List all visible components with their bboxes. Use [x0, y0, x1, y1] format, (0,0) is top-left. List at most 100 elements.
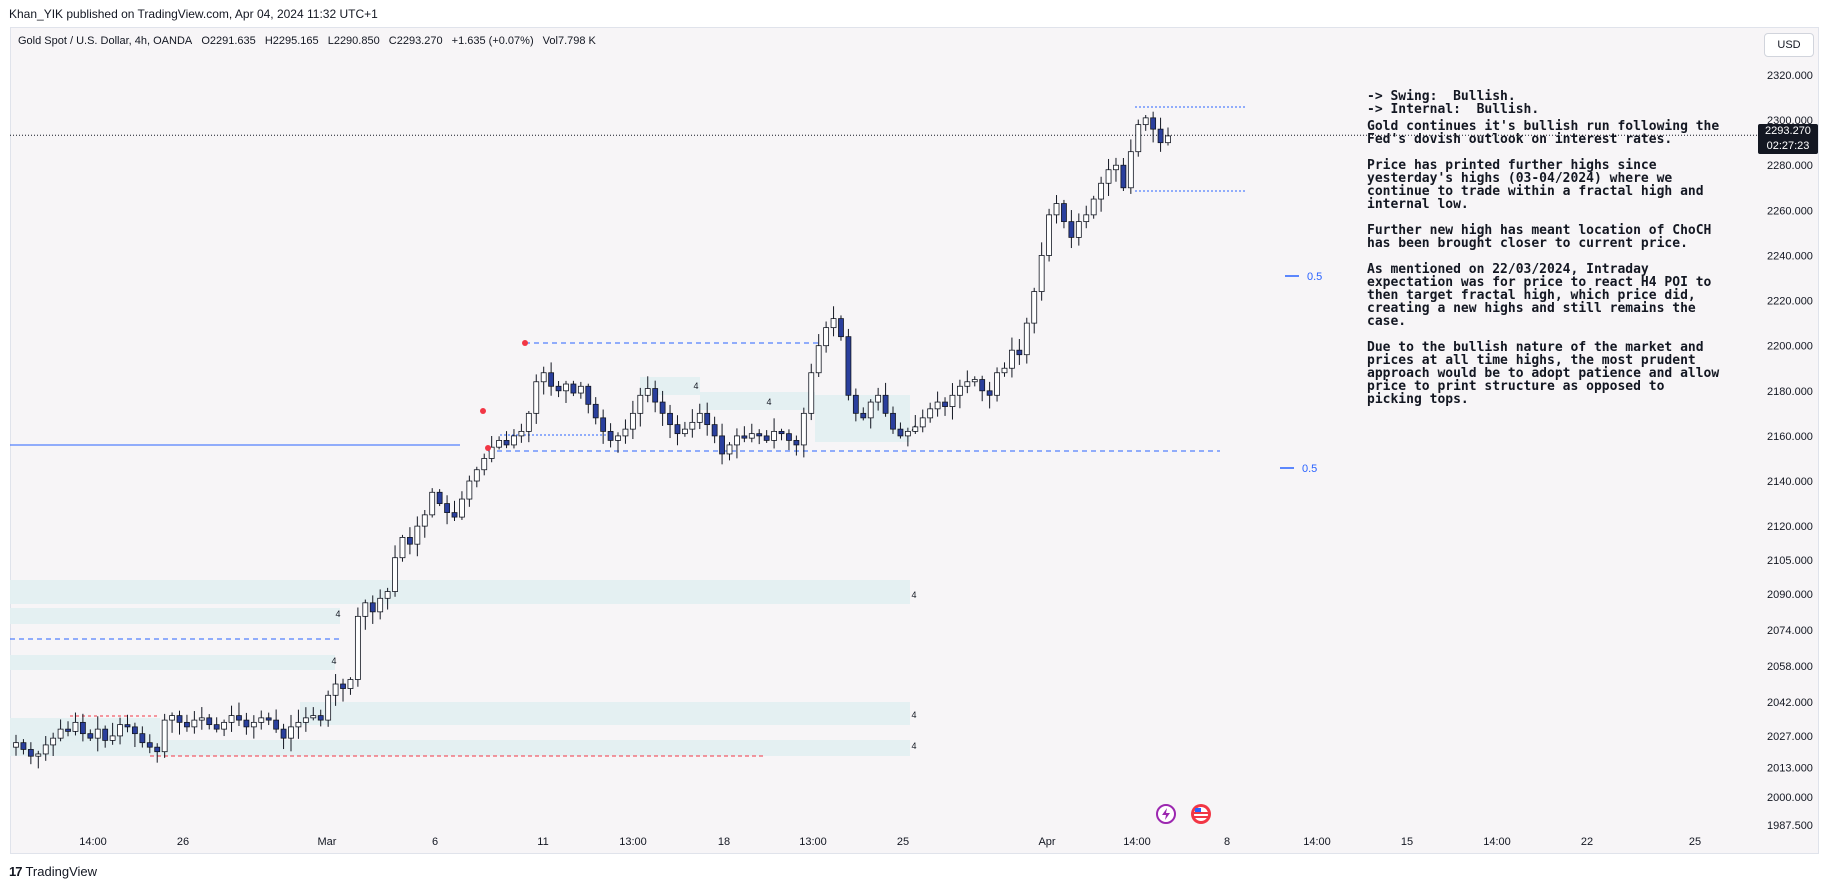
candle-body-50	[384, 591, 391, 599]
candle-body-31	[243, 719, 250, 728]
x-tick-3: 6	[432, 836, 438, 848]
candle-body-138	[1038, 255, 1045, 292]
candle-body-74	[563, 383, 569, 392]
y-tick-14: 2058.000	[1767, 661, 1813, 673]
candle-body-117	[882, 394, 889, 414]
candle-body-96	[726, 444, 733, 455]
candle-body-30	[236, 715, 242, 721]
candle-body-62	[473, 469, 480, 482]
candle-body-112	[845, 336, 852, 396]
candle-body-7	[65, 728, 71, 732]
y-tick-2: 2280.000	[1767, 160, 1813, 172]
candle-body-65	[496, 440, 502, 448]
candle-body-80	[607, 430, 614, 441]
candle-body-116	[875, 394, 882, 403]
candle-body-26	[206, 717, 213, 726]
candle-body-2	[27, 749, 34, 757]
x-tick-13: 15	[1401, 836, 1413, 848]
candle-body-148	[1113, 164, 1119, 171]
zone-label-6: 4	[766, 397, 771, 407]
candle-body-120	[904, 430, 911, 437]
legend-change: +1.635 (+0.07%)	[451, 35, 534, 47]
y-tick-4: 2240.000	[1767, 250, 1813, 262]
candle-body-111	[838, 318, 844, 338]
x-tick-5: 13:00	[619, 836, 647, 848]
y-tick-10: 2120.000	[1767, 521, 1813, 533]
candle-body-44	[340, 683, 346, 689]
candle-body-15	[124, 724, 131, 728]
candle-body-63	[481, 458, 488, 471]
candle-body-0	[13, 742, 19, 748]
candle-body-85	[644, 388, 651, 396]
candle-body-145	[1090, 198, 1097, 216]
last-price: 2293.270	[1765, 125, 1811, 137]
x-tick-15: 22	[1581, 836, 1593, 848]
candle-body-99	[748, 433, 755, 439]
candle-body-98	[741, 435, 748, 439]
zone-label-1: 4	[335, 609, 340, 619]
x-tick-14: 14:00	[1483, 836, 1511, 848]
legend-high: H2295.165	[264, 35, 319, 47]
y-tick-15: 2042.000	[1767, 697, 1813, 709]
candle-body-29	[228, 715, 235, 723]
candle-body-55	[421, 514, 428, 527]
candle-body-40	[310, 715, 317, 719]
candle-body-123	[927, 408, 934, 419]
candle-body-104	[786, 433, 792, 441]
candle-body-58	[444, 503, 450, 513]
candle-body-137	[1031, 291, 1038, 324]
candle-body-24	[191, 719, 198, 728]
candle-body-78	[592, 403, 599, 419]
candle-body-59	[451, 512, 458, 518]
fractal-dot-2	[480, 408, 486, 414]
candle-body-143	[1075, 221, 1082, 238]
candle-body-35	[273, 719, 280, 730]
candle-body-126	[949, 394, 956, 407]
x-tick-9: Apr	[1038, 836, 1055, 848]
us-flag-event-icon[interactable]	[1191, 804, 1211, 824]
candle-body-107	[808, 372, 815, 414]
candle-body-70	[533, 381, 540, 414]
candle-body-48	[369, 602, 376, 613]
candle-body-129	[971, 379, 978, 383]
y-tick-17: 2013.000	[1767, 762, 1813, 774]
y-tick-3: 2260.000	[1767, 205, 1813, 217]
candle-body-110	[830, 318, 837, 329]
candle-body-28	[221, 721, 228, 730]
candle-body-86	[652, 388, 659, 403]
note-paragraph-2: Price has printed further highs since ye…	[1367, 158, 1712, 212]
candle-body-101	[763, 435, 770, 441]
candle-body-87	[659, 401, 666, 414]
currency-button[interactable]: USD	[1764, 33, 1814, 57]
candle-body-77	[585, 385, 592, 405]
candle-body-13	[109, 735, 116, 741]
candle-body-152	[1142, 117, 1149, 126]
candle-body-146	[1098, 182, 1105, 200]
candle-body-79	[600, 417, 607, 432]
candle-body-9	[79, 721, 86, 735]
candle-body-23	[184, 721, 190, 728]
fib-label-0: 0.5	[1307, 271, 1322, 283]
y-tick-12: 2090.000	[1767, 589, 1813, 601]
zone-2074	[10, 608, 340, 624]
note-internal: -> Internal: Bullish.	[1367, 102, 1540, 117]
candle-body-72	[548, 372, 555, 387]
candle-body-11	[94, 728, 101, 739]
candle-body-76	[577, 385, 584, 394]
footer-brand[interactable]: 17 TradingView	[9, 864, 97, 879]
x-tick-16: 25	[1689, 836, 1701, 848]
candle-body-18	[146, 742, 153, 748]
legend-symbol: Gold Spot / U.S. Dollar, 4h, OANDA	[18, 35, 193, 47]
candle-body-90	[682, 428, 688, 435]
candle-body-38	[295, 721, 302, 728]
internal-low-dot	[485, 445, 491, 451]
y-tick-6: 2200.000	[1767, 341, 1813, 353]
lightning-icon[interactable]	[1156, 804, 1176, 824]
candle-body-66	[503, 440, 510, 446]
x-tick-10: 14:00	[1123, 836, 1151, 848]
candle-body-94	[711, 424, 718, 437]
fib-label-1: 0.5	[1302, 463, 1317, 475]
bar-countdown: 02:27:23	[1766, 140, 1810, 152]
candle-body-133	[1001, 367, 1008, 374]
